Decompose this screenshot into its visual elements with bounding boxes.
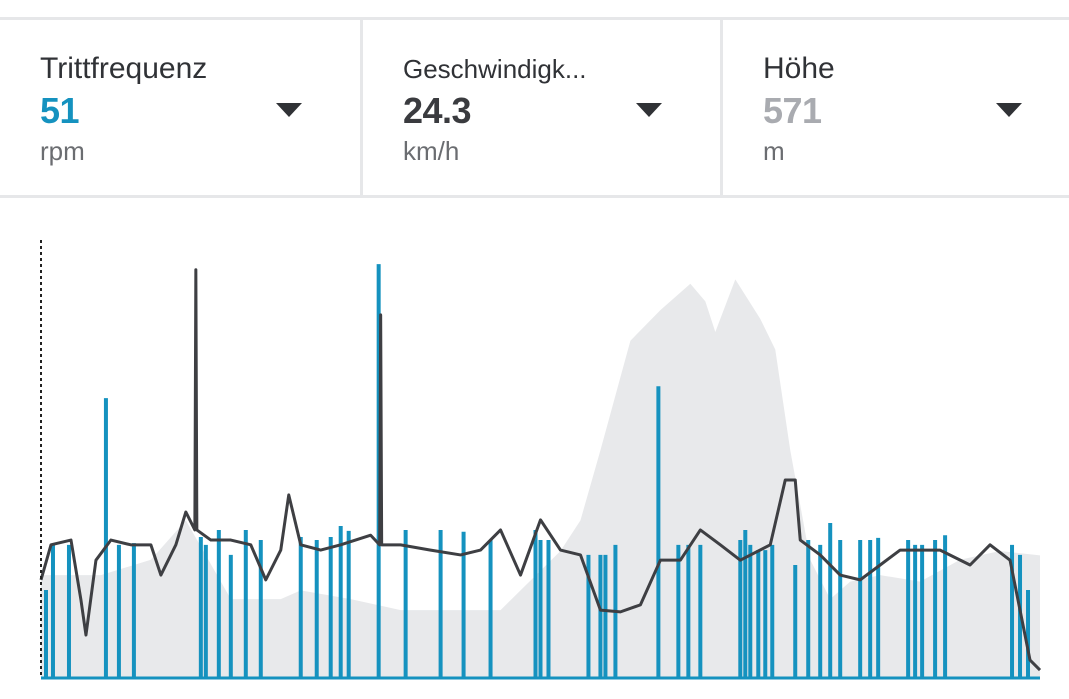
metric-label: Höhe: [763, 52, 835, 85]
metric-selector-bar: Trittfrequenz 51 rpm Geschwindigk... 24.…: [0, 20, 1069, 198]
top-divider: [0, 17, 1069, 20]
metric-label: Trittfrequenz: [40, 52, 208, 85]
metric-unit: m: [763, 136, 785, 166]
metric-value: 51: [40, 90, 80, 131]
elevation-area-layer: [41, 279, 1040, 678]
caret-down-icon[interactable]: [276, 103, 302, 117]
metric-value: 24.3: [403, 90, 472, 131]
metric-selector-cadence[interactable]: Trittfrequenz 51 rpm: [0, 20, 360, 195]
metric-label: Geschwindigk...: [403, 54, 587, 84]
cadence-layer: [41, 264, 1040, 680]
metric-unit: rpm: [40, 136, 85, 166]
speed-line: [39, 268, 1042, 672]
metric-unit: km/h: [403, 136, 460, 166]
caret-down-icon[interactable]: [996, 103, 1022, 117]
elevation-area: [41, 279, 1040, 678]
speed-line-layer: [39, 268, 1042, 672]
workout-chart[interactable]: [0, 230, 1069, 699]
caret-down-icon[interactable]: [636, 103, 662, 117]
metric-selector-speed[interactable]: Geschwindigk... 24.3 km/h: [360, 20, 720, 195]
metric-value: 571: [763, 90, 822, 131]
metric-selector-elevation[interactable]: Höhe 571 m: [720, 20, 1069, 195]
